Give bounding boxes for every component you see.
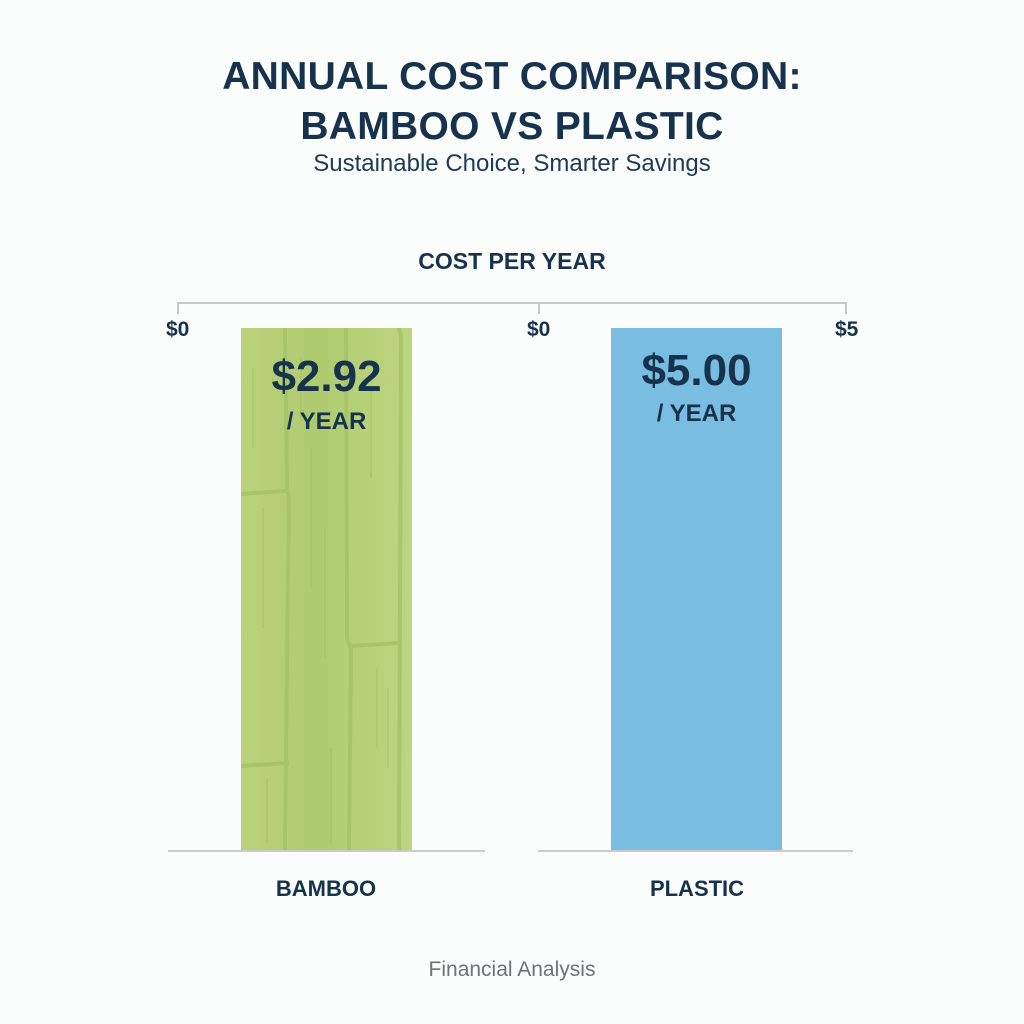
chart-title-line-1: ANNUAL COST COMPARISON: [222, 55, 802, 98]
bar-plastic-unit: / YEAR [656, 400, 737, 427]
bar-plastic: $5.00 / YEAR [611, 328, 782, 851]
bamboo-texture-icon [241, 328, 404, 851]
axis-title: COST PER YEAR [418, 248, 606, 274]
axis-bracket-mid-tick [538, 302, 540, 314]
bar-bamboo: $2.92 / YEAR [241, 328, 412, 851]
footer-caption: Financial Analysis [428, 958, 596, 981]
baseline-plastic [538, 850, 853, 852]
chart-title-line-2: BAMBOO VS PLASTIC [300, 105, 724, 148]
bar-bamboo-unit: / YEAR [286, 408, 367, 435]
tick-label-max: $5 [835, 318, 859, 341]
tick-label-bamboo-zero: $0 [166, 318, 190, 341]
category-label-bamboo: BAMBOO [275, 876, 377, 901]
tick-label-plastic-zero: $0 [527, 318, 551, 341]
bar-plastic-value: $5.00 [641, 346, 752, 395]
axis-bracket [177, 302, 847, 314]
chart-title: ANNUAL COST COMPARISON: BAMBOO VS PLASTI… [0, 52, 1024, 152]
baseline-bamboo [168, 850, 485, 852]
bar-bamboo-value: $2.92 [271, 352, 382, 401]
category-label-plastic: PLASTIC [649, 876, 745, 901]
chart-subtitle: Sustainable Choice, Smarter Savings [313, 150, 711, 177]
